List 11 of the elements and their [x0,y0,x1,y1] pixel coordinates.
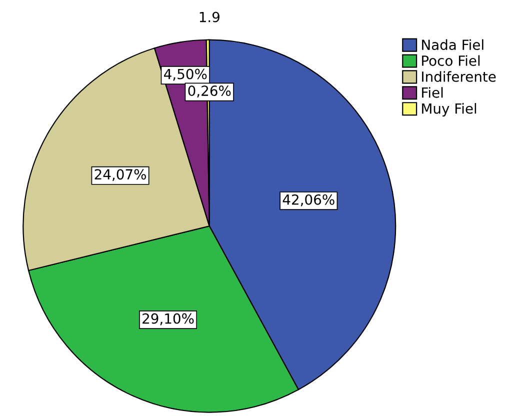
data-label: 42,06% [282,194,334,206]
legend-label: Fiel [422,87,443,98]
data-label: 4,50% [164,68,207,81]
legend-label: Poco Fiel [422,55,480,66]
data-label: 29,10% [142,313,194,326]
data-label: 0,26% [188,86,231,98]
legend-label: Muy Fiel [422,103,476,116]
data-label: 24,07% [94,169,146,182]
chart-title: 1.9 [200,12,220,22]
legend-label: Nada Fiel [422,39,484,50]
legend-label: Indiferente [422,71,496,82]
